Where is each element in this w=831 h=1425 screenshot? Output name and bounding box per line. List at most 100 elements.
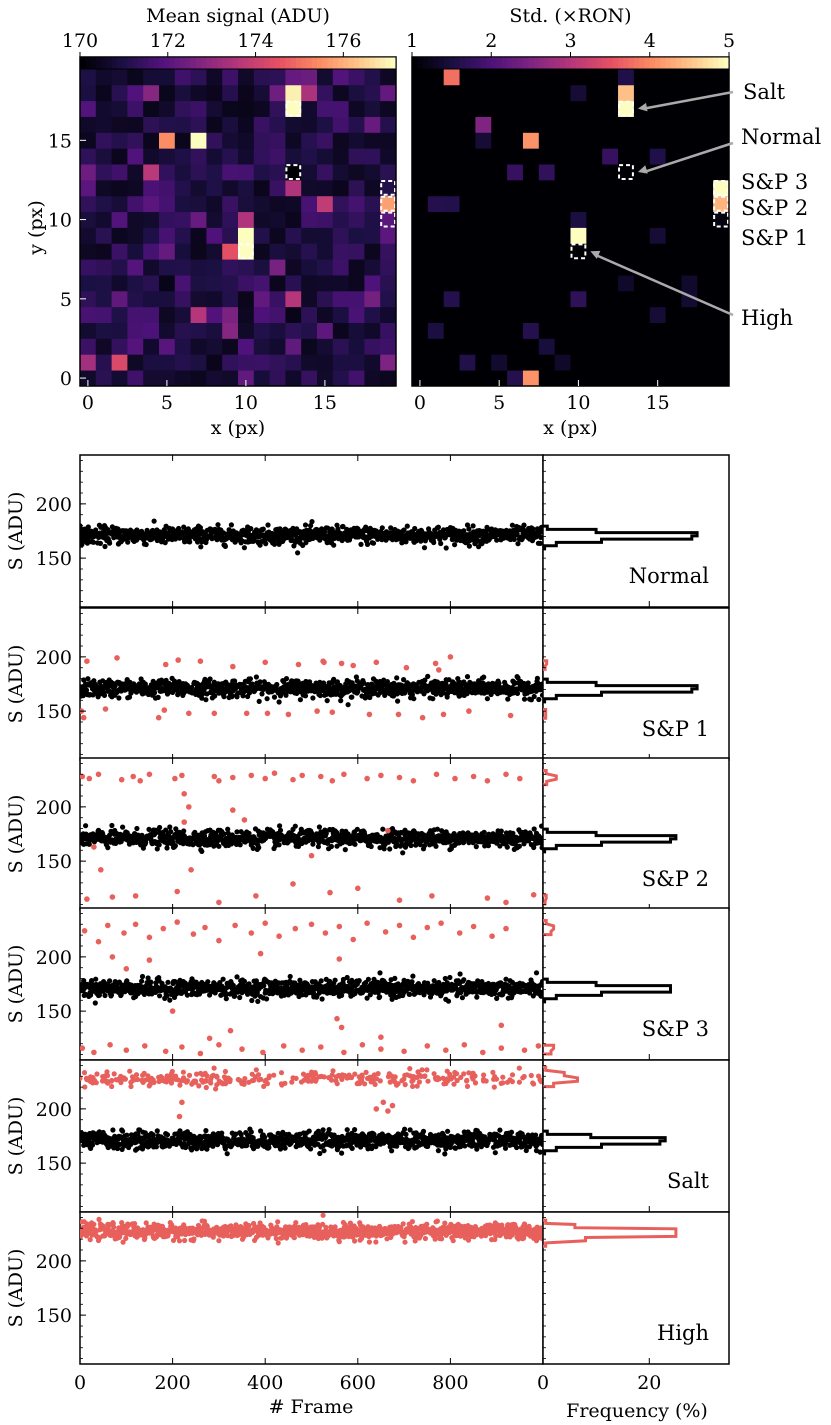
heatmap-cell xyxy=(681,179,698,197)
heatmap-cell xyxy=(159,259,176,276)
inlier-point xyxy=(307,679,313,685)
heatmap-cell xyxy=(665,179,682,197)
inlier-point xyxy=(179,529,185,536)
inlier-point xyxy=(162,540,168,546)
heatmap-cell xyxy=(301,354,318,371)
colorbar-segment xyxy=(127,57,134,69)
heatmap-cell xyxy=(238,148,255,165)
heatmap-cell xyxy=(443,370,460,387)
heatmap-cell xyxy=(491,164,508,181)
heatmap-cell xyxy=(174,338,191,355)
colorbar-segment xyxy=(427,57,434,69)
heatmap-cell xyxy=(285,322,302,339)
heatmap-cell xyxy=(697,211,714,228)
heatmap-cell xyxy=(570,370,587,387)
outlier-point xyxy=(436,667,442,673)
outlier-point xyxy=(146,771,153,778)
heatmap-cell xyxy=(380,370,397,387)
heatmap-cell xyxy=(459,195,476,213)
inlier-point xyxy=(421,545,428,551)
heatmap-cell xyxy=(95,100,112,117)
heatmap-cell xyxy=(618,338,635,355)
colorbar-segment xyxy=(628,57,635,69)
heatmap-cell xyxy=(80,195,97,213)
heatmap-cell xyxy=(427,132,445,149)
x-tick-label: 0 xyxy=(82,392,94,414)
inlier-point xyxy=(102,543,108,550)
heatmap-cell xyxy=(649,243,666,260)
heatmap-cell xyxy=(143,148,160,165)
heatmap-cell xyxy=(269,227,286,244)
heatmap-cell xyxy=(491,275,508,292)
heatmap-cell xyxy=(269,338,286,355)
colorbar-segment xyxy=(496,57,503,69)
heatmap-cell xyxy=(285,338,302,355)
outlier-point xyxy=(432,660,439,667)
inlier-point xyxy=(158,677,165,683)
heatmap-cell xyxy=(269,211,286,228)
heatmap-cell xyxy=(459,84,476,102)
heatmap-cell xyxy=(538,259,556,276)
heatmap-cell xyxy=(143,132,160,149)
heatmap-cell xyxy=(253,227,270,244)
y-tick-label: 200 xyxy=(36,647,72,669)
heatmap-cell xyxy=(697,259,714,276)
outlier-point xyxy=(452,775,458,782)
outlier-point xyxy=(130,773,136,780)
heatmap-cell xyxy=(713,69,730,86)
heatmap-cell xyxy=(206,195,223,213)
inlier-point xyxy=(411,696,417,702)
inlier-point xyxy=(494,537,500,543)
colorbar-segment xyxy=(190,57,197,69)
inlier-point xyxy=(395,698,401,704)
heatmap-cell xyxy=(443,259,460,276)
heatmap-cell xyxy=(649,69,666,86)
heatmap-cell xyxy=(143,179,160,197)
heatmap-cell xyxy=(602,84,619,102)
heatmap-cell xyxy=(364,116,381,133)
heatmap-cell xyxy=(317,69,334,86)
outlier-point xyxy=(364,775,370,782)
heatmap-cell xyxy=(143,211,160,228)
heatmap-cell xyxy=(301,259,318,276)
heatmap-cell xyxy=(238,275,255,292)
inlier-point xyxy=(287,973,293,980)
heatmap-cell xyxy=(507,100,524,117)
heatmap-cell xyxy=(522,354,540,371)
heatmap-cell xyxy=(238,259,255,276)
inlier-point xyxy=(221,694,227,700)
heatmap-cell xyxy=(380,306,397,323)
heatmap-cell xyxy=(380,243,397,260)
x-tick-label: 15 xyxy=(646,392,670,414)
heatmap-cell xyxy=(332,370,349,387)
inlier-point xyxy=(240,693,246,699)
panel-data xyxy=(80,654,543,721)
annotation-label: High xyxy=(741,306,793,330)
heatmap-cell xyxy=(253,370,270,387)
x-tick-label: 10 xyxy=(566,392,590,414)
inlier-point xyxy=(410,973,416,979)
heatmap-cell xyxy=(570,69,587,86)
inlier-point xyxy=(434,826,440,832)
colorbar-segment xyxy=(586,57,593,69)
outlier-point xyxy=(378,772,384,779)
colorbar-tick-label: 176 xyxy=(325,30,361,52)
heatmap-cell xyxy=(443,211,460,228)
outlier-point xyxy=(241,817,248,823)
colorbar-segment xyxy=(338,57,344,69)
inlier-point xyxy=(134,825,140,832)
heatmap-cell xyxy=(507,84,524,102)
inlier-point xyxy=(102,992,108,999)
heatmap-cell xyxy=(507,354,524,371)
heatmap-cell xyxy=(206,370,223,387)
inlier-point xyxy=(223,992,229,998)
outlier-point xyxy=(91,844,97,850)
heatmap-cell xyxy=(475,227,492,244)
colorbar-segment xyxy=(554,57,561,69)
outlier-point xyxy=(186,710,192,717)
colorbar-segment xyxy=(185,57,192,69)
x-tick-label: 5 xyxy=(493,392,505,414)
heatmap-cell xyxy=(427,195,445,213)
